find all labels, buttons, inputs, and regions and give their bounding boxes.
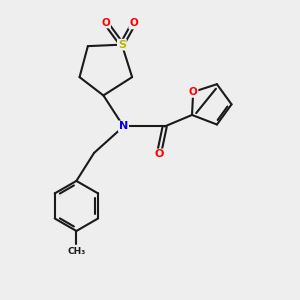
Text: O: O (189, 87, 198, 97)
Text: O: O (154, 149, 164, 159)
Text: O: O (129, 18, 138, 28)
Text: N: N (119, 122, 128, 131)
Text: S: S (118, 40, 126, 50)
Text: O: O (101, 18, 110, 28)
Text: CH₃: CH₃ (67, 247, 86, 256)
